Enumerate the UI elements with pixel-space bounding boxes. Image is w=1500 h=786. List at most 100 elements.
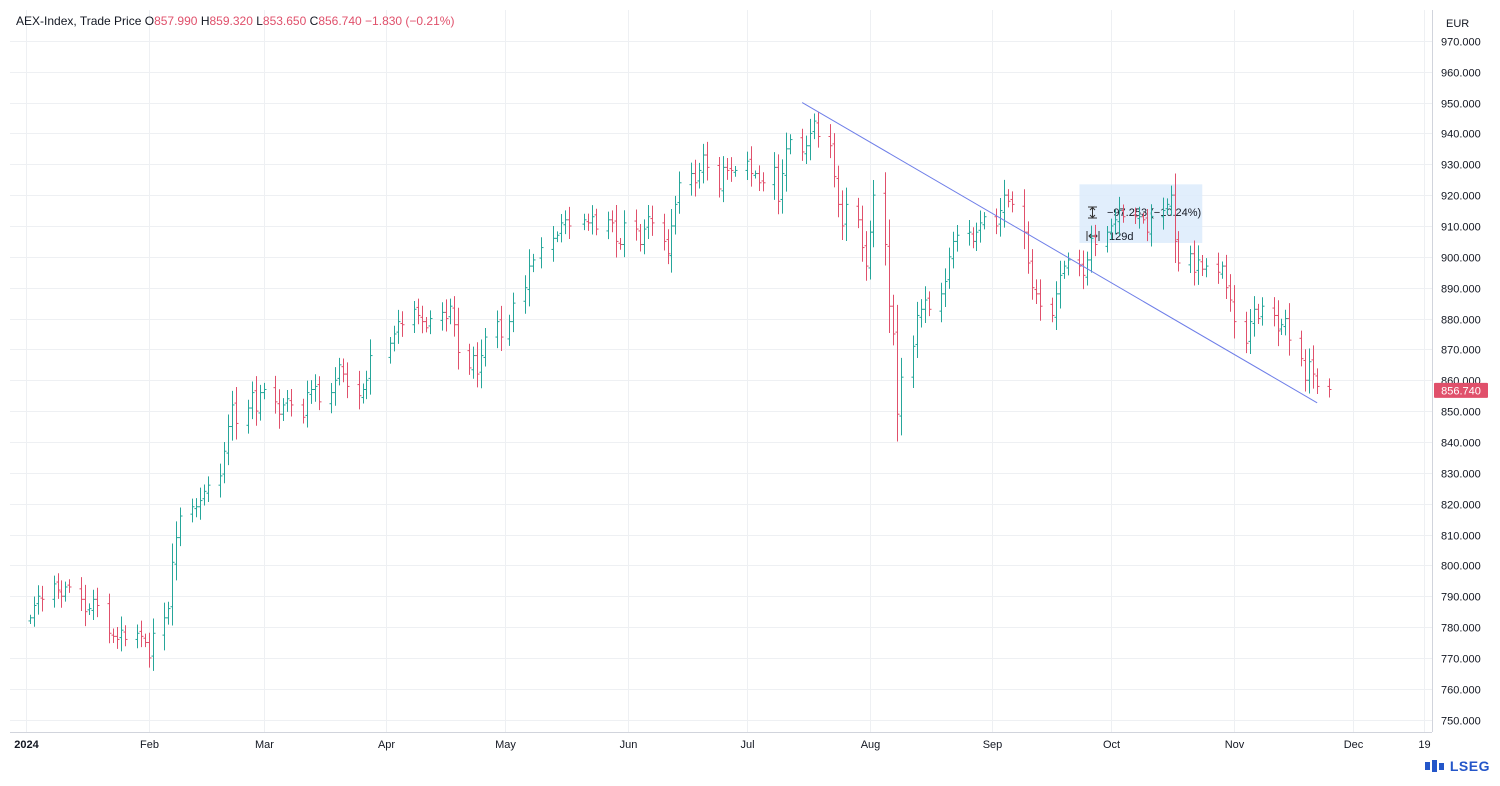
ohlc-bar	[40, 585, 45, 612]
ohlc-bar	[499, 305, 504, 351]
ohlc-bar	[1232, 285, 1237, 339]
ohlc-bar	[1220, 261, 1225, 279]
ohlc-bar	[273, 375, 278, 414]
y-tick-label: 940.000	[1441, 129, 1481, 141]
ohlc-bar	[1093, 224, 1098, 257]
ohlc-bar	[828, 124, 833, 159]
ohlc-bar	[396, 309, 401, 344]
ohlc-bar	[475, 342, 480, 388]
ohlc-bar	[1169, 185, 1174, 216]
y-tick-label: 770.000	[1441, 654, 1481, 666]
ohlc-bar	[1307, 348, 1312, 394]
ohlc-bar	[1133, 207, 1138, 224]
ohlc-bar	[1204, 258, 1209, 278]
ohlc-bar	[1192, 240, 1197, 286]
y-axis-ticks: 970.000 960.000 950.000 940.000 930.000 920.0…	[1441, 37, 1481, 728]
ohlc-bar	[1244, 311, 1249, 354]
ohlc-legend: AEX-Index, Trade Price O857.990 H859.320…	[16, 14, 454, 28]
ohlc-bar	[1252, 296, 1257, 337]
ohlc-bar	[800, 128, 805, 161]
ohlc-bar	[151, 618, 156, 671]
ohlc-bar	[479, 339, 484, 389]
ohlc-bar	[1287, 303, 1292, 356]
ohlc-bar	[1034, 279, 1039, 305]
ohlc-bar	[871, 180, 876, 248]
ohlc-bar	[614, 205, 619, 258]
last-price-value: 856.740	[1441, 385, 1481, 397]
ohlc-bar	[226, 414, 231, 466]
y-tick-label: 900.000	[1441, 253, 1481, 265]
ohlc-bar	[662, 213, 667, 251]
ohlc-bar	[761, 172, 766, 192]
ohlc-bar	[1200, 254, 1205, 276]
ohlc-bar	[618, 238, 623, 250]
ohlc-bar	[555, 231, 560, 243]
ohlc-bar	[840, 190, 845, 241]
ohlc-bar	[1283, 309, 1288, 336]
ohlc-bar	[808, 118, 813, 161]
measure-duration: 129d	[1109, 231, 1133, 243]
x-tick-label: Oct	[1103, 739, 1120, 751]
ohlc-bar	[1260, 297, 1265, 326]
ohlc-bar	[400, 311, 405, 337]
ohlc-bar	[254, 376, 259, 426]
ohlc-bar	[982, 212, 987, 230]
ohlc-bar	[1173, 173, 1178, 264]
ohlc-bar	[868, 220, 873, 280]
ohlc-bar	[28, 614, 33, 625]
measure-tool[interactable]: −97.253 (−10.24%) 129d	[1079, 184, 1203, 243]
ohlc-bar	[586, 213, 591, 231]
ohlc-bar	[388, 337, 393, 364]
ohlc-bar	[262, 382, 267, 400]
ohlc-bar	[638, 223, 643, 252]
ohlc-bar	[483, 327, 488, 367]
measure-box[interactable]	[1079, 184, 1203, 243]
ohlc-bar	[52, 575, 57, 608]
ohlc-bar	[856, 197, 861, 229]
ohlc-bar	[677, 171, 682, 214]
high-value: 859.320	[209, 14, 253, 28]
ohlc-bar	[329, 383, 334, 414]
x-tick-label: Nov	[1225, 739, 1245, 751]
ohlc-bar	[305, 380, 310, 428]
ohlc-bar	[174, 521, 179, 581]
ohlc-bar	[1224, 254, 1229, 299]
brand-logo[interactable]: LSEG	[1424, 757, 1490, 775]
ohlc-bar	[368, 339, 373, 395]
ohlc-bar	[622, 210, 627, 258]
ohlc-bar	[1303, 349, 1308, 392]
ohlc-bar	[844, 187, 849, 241]
ohlc-bar	[610, 210, 615, 233]
ohlc-bar	[753, 170, 758, 179]
ohlc-bar	[947, 247, 952, 289]
ohlc-bar	[309, 380, 314, 404]
ohlc-bar	[887, 219, 892, 334]
close-label: C	[309, 14, 319, 28]
y-tick-label: 920.000	[1441, 191, 1481, 203]
ohlc-bar	[772, 152, 777, 200]
ohlc-bar	[123, 625, 128, 647]
ohlc-bar	[277, 389, 282, 429]
ohlc-bar	[162, 602, 167, 651]
ohlc-bar	[333, 367, 338, 406]
open-value: 857.990	[154, 14, 198, 28]
ohlc-bar	[313, 374, 318, 402]
y-tick-label: 960.000	[1441, 68, 1481, 80]
ohlc-bar	[784, 132, 789, 192]
ohlc-bar	[1149, 204, 1154, 247]
ohlc-bar	[218, 463, 223, 498]
ohlc-bar	[1002, 179, 1007, 228]
ohlc-bar	[1026, 221, 1031, 274]
ohlc-bar	[198, 487, 203, 520]
ohlc-bar	[582, 213, 587, 231]
ohlc-bar	[923, 286, 928, 324]
ohlc-bar	[666, 229, 671, 265]
ohlc-bar	[1089, 225, 1094, 273]
y-tick-label: 780.000	[1441, 623, 1481, 635]
ohlc-bar	[56, 573, 61, 599]
ohlc-bar	[725, 157, 730, 180]
ohlc-bar	[527, 249, 532, 307]
trendline[interactable]	[801, 102, 1318, 404]
